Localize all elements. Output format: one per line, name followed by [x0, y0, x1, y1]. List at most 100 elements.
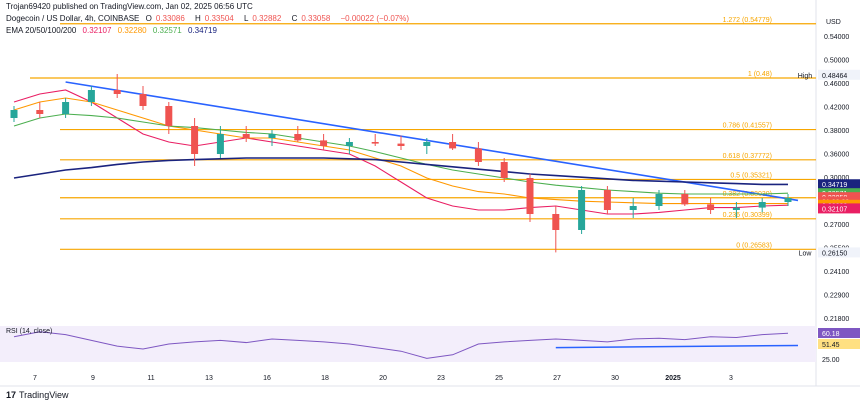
price-badge-value: 0.26150 [822, 250, 847, 257]
tradingview-brand: TradingView [19, 390, 69, 400]
ema50-value: 0.32280 [117, 26, 147, 35]
x-tick-label: 18 [321, 375, 329, 382]
x-tick-label: 27 [553, 375, 561, 382]
candle-body [500, 162, 508, 178]
price-badge-bg [818, 203, 860, 214]
y-tick-label: 0.38000 [824, 128, 849, 135]
ohlc-low: L 0.32882 [243, 14, 282, 23]
y-tick-label: 0.30000 [824, 175, 849, 182]
ohlc-close: C 0.33058 [291, 14, 331, 23]
rsi-value: 60.18 [822, 331, 840, 338]
ema-line-ema200 [13, 157, 788, 186]
symbol-name: Dogecoin / US Dollar, 4h, COINBASE [6, 14, 140, 23]
x-tick-label: 20 [379, 375, 387, 382]
badge-label: High [798, 73, 813, 80]
price-badge-value: 0.48464 [822, 73, 847, 80]
candle-body [423, 142, 431, 146]
ema-label: EMA 20/50/100/200 [6, 26, 77, 35]
rsi-badge [818, 328, 860, 338]
candle-body [784, 198, 792, 202]
symbol-ohlc-line: Dogecoin / US Dollar, 4h, COINBASE O 0.33… [6, 14, 413, 23]
fib-label: 1.272 (0.54779) [723, 17, 772, 24]
x-tick-label: 25 [495, 375, 503, 382]
fib-label: 0.618 (0.37772) [723, 153, 772, 160]
candle-body [732, 207, 740, 210]
price-badge-value: 0.32107 [822, 206, 847, 213]
trendline [65, 81, 799, 202]
candle-body [629, 206, 637, 210]
tradingview-logo: 17 TradingView [6, 390, 69, 400]
y-tick-label: 0.42000 [824, 105, 849, 112]
x-tick-label: 30 [611, 375, 619, 382]
rsi-label: RSI (14, close) [6, 328, 52, 335]
candle-body [397, 143, 405, 146]
fib-label: 0 (0.26583) [736, 242, 772, 249]
ema20-value: 0.32107 [82, 26, 112, 35]
x-tick-label: 3 [729, 375, 733, 382]
candle-body [216, 134, 224, 154]
y-tick-label: 0.24100 [824, 269, 849, 276]
candle-body [758, 202, 766, 208]
currency-label: USD [826, 19, 841, 26]
fib-label: 0.236 (0.30399) [723, 212, 772, 219]
candle-body [242, 134, 250, 138]
price-badge-value: 0.34719 [822, 182, 847, 189]
candle-body [552, 214, 560, 230]
ema100-value: 0.32571 [152, 26, 182, 35]
candle-body [320, 140, 328, 146]
candle-body [474, 148, 482, 162]
candle-body [681, 194, 689, 205]
candle-body [139, 94, 147, 106]
candle-body [578, 190, 586, 230]
candle-body [268, 134, 276, 138]
price-badge-bg [818, 179, 860, 190]
candle-body [707, 204, 715, 210]
rsi-badge [818, 339, 860, 349]
rsi-line [13, 331, 789, 359]
price-badge-bg [818, 69, 860, 80]
candle-body [526, 178, 534, 214]
candle-body [655, 194, 663, 206]
fib-label: 0.5 (0.35321) [730, 172, 772, 179]
candle-body [87, 90, 95, 102]
candle-body [449, 142, 457, 149]
candle-body [62, 102, 70, 114]
fib-label: 1 (0.48) [748, 71, 772, 78]
y-tick-label: 0.21800 [824, 316, 849, 323]
x-tick-label: 16 [263, 375, 271, 382]
ema-line-ema50 [13, 97, 788, 205]
rsi-value: 51.45 [822, 342, 840, 349]
ema200-value: 0.34719 [187, 26, 217, 35]
candle-body [191, 126, 199, 154]
x-tick-label: 2025 [665, 375, 681, 382]
x-tick-label: 7 [33, 375, 37, 382]
candle-body [165, 106, 173, 126]
candle-body [345, 142, 353, 146]
candle-body [371, 142, 379, 144]
ohlc-open: O 0.33086 [145, 14, 185, 23]
y-tick-label: 0.36000 [824, 152, 849, 159]
candle-body [36, 110, 44, 114]
ohlc-high: H 0.33504 [195, 14, 234, 23]
rsi-band [0, 326, 816, 362]
y-tick-label: 0.46000 [824, 81, 849, 88]
x-tick-label: 13 [205, 375, 213, 382]
badge-label: Low [799, 250, 813, 257]
tradingview-logo-glyph: 17 [6, 390, 17, 400]
y-tick-label: 0.54000 [824, 34, 849, 41]
fib-label: 0.786 (0.41557) [723, 123, 772, 130]
candle-body [113, 90, 121, 94]
candle-body [294, 134, 302, 141]
y-tick-label: 0.50000 [824, 58, 849, 65]
x-tick-label: 11 [147, 375, 154, 382]
x-tick-label: 23 [437, 375, 445, 382]
y-tick-label: 0.22900 [824, 293, 849, 300]
rsi-trendline [555, 344, 799, 349]
price-badge-bg [818, 247, 860, 258]
x-tick-label: 9 [91, 375, 95, 382]
candle-body [10, 110, 18, 118]
ema-line-ema20 [13, 89, 789, 215]
publisher-line: Trojan69420 published on TradingView.com… [6, 2, 253, 11]
y-tick-label: 0.27000 [824, 222, 849, 229]
